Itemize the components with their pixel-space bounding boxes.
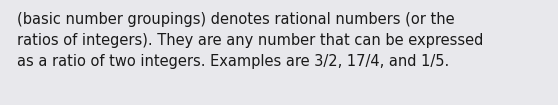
Text: (basic number groupings) denotes rational numbers (or the
ratios of integers). T: (basic number groupings) denotes rationa…: [17, 12, 483, 69]
